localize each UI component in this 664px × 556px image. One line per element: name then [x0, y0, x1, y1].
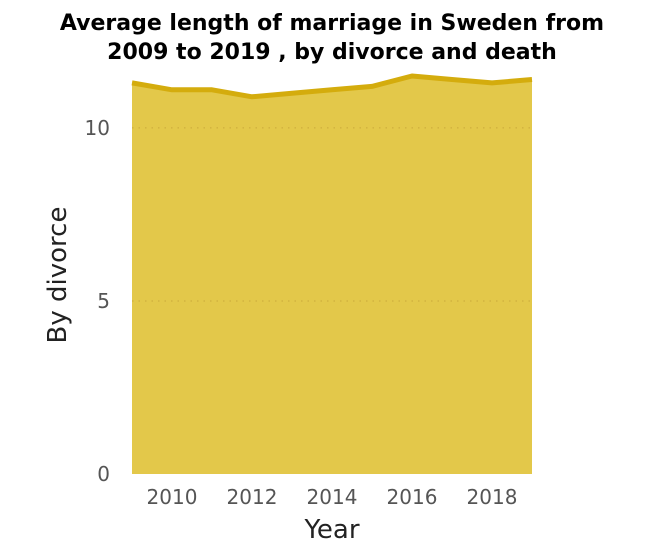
plot-area	[131, 73, 533, 474]
x-tick-label: 2014	[307, 485, 358, 509]
x-tick-label: 2010	[147, 485, 198, 509]
area-series-fill	[132, 76, 532, 474]
chart-title-line-1: Average length of marriage in Sweden fro…	[60, 11, 604, 36]
y-tick-label: 10	[85, 116, 110, 140]
x-tick-label: 2012	[227, 485, 278, 509]
x-tick-label: 2018	[467, 485, 518, 509]
x-axis-ticks: 2010 2012 2014 2016 2018	[147, 485, 518, 509]
y-axis-label: By divorce	[43, 207, 73, 344]
area-series-line	[131, 73, 533, 100]
y-tick-label: 5	[97, 289, 110, 313]
y-tick-label: 0	[97, 462, 110, 486]
y-axis-ticks: 0 5 10	[85, 116, 110, 486]
x-axis-label: Year	[303, 515, 359, 545]
x-tick-label: 2016	[387, 485, 438, 509]
chart-title-line-2: 2009 to 2019 , by divorce and death	[107, 40, 557, 65]
